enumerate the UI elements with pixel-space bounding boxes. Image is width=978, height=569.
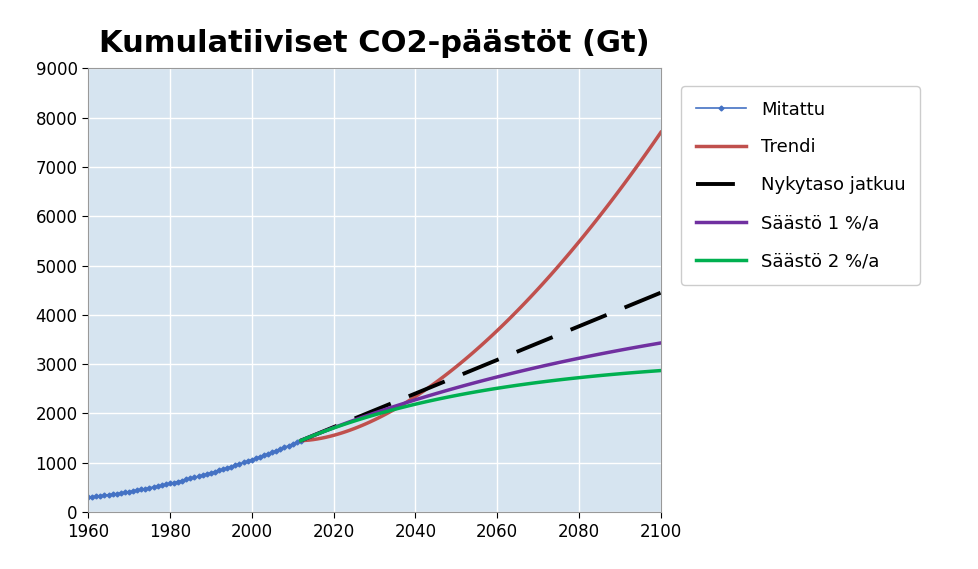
Säästö 2 %/a [294,437,306,444]
Säästö 2 %/a [478,387,490,394]
Säästö 1 %/a [478,377,490,384]
Trendi [613,186,625,193]
Nykytaso jatkuu [368,407,379,414]
Line: Säästö 2 %/a: Säästö 2 %/a [300,370,660,440]
Trendi [654,129,666,136]
Säästö 1 %/a [368,410,379,417]
Mitattu [245,456,257,463]
Nykytaso jatkuu [613,306,625,313]
Line: Mitattu: Mitattu [86,439,302,499]
Nykytaso jatkuu [433,380,445,387]
Säästö 1 %/a [339,420,351,427]
Mitattu [140,485,152,492]
Nykytaso jatkuu [654,289,666,296]
Säästö 1 %/a [332,423,343,430]
Mitattu [204,469,216,476]
Säästö 2 %/a [368,411,379,418]
Nykytaso jatkuu [294,437,306,444]
Säästö 2 %/a [654,367,666,374]
Nykytaso jatkuu [478,361,490,368]
Säästö 1 %/a [433,389,445,396]
Säästö 2 %/a [433,395,445,402]
Trendi [294,437,306,444]
Säästö 2 %/a [339,420,351,427]
Trendi [339,428,351,435]
Line: Nykytaso jatkuu: Nykytaso jatkuu [300,292,660,440]
Mitattu [217,465,229,472]
Line: Trendi: Trendi [300,133,660,440]
Trendi [433,376,445,383]
Säästö 1 %/a [294,437,306,444]
Trendi [332,431,343,438]
Säästö 1 %/a [654,340,666,347]
Mitattu [294,437,306,444]
Title: Kumulatiiviset CO2-päästöt (Gt): Kumulatiiviset CO2-päästöt (Gt) [99,28,649,57]
Säästö 2 %/a [613,370,625,377]
Säästö 2 %/a [332,423,343,430]
Trendi [368,417,379,423]
Nykytaso jatkuu [339,419,351,426]
Trendi [478,339,490,345]
Mitattu [270,447,282,454]
Legend: Mitattu, Trendi, Nykytaso jatkuu, Säästö 1 %/a, Säästö 2 %/a: Mitattu, Trendi, Nykytaso jatkuu, Säästö… [681,86,919,284]
Line: Säästö 1 %/a: Säästö 1 %/a [300,343,660,440]
Säästö 1 %/a [613,347,625,353]
Mitattu [82,494,94,501]
Mitattu [209,468,221,475]
Nykytaso jatkuu [332,422,343,429]
